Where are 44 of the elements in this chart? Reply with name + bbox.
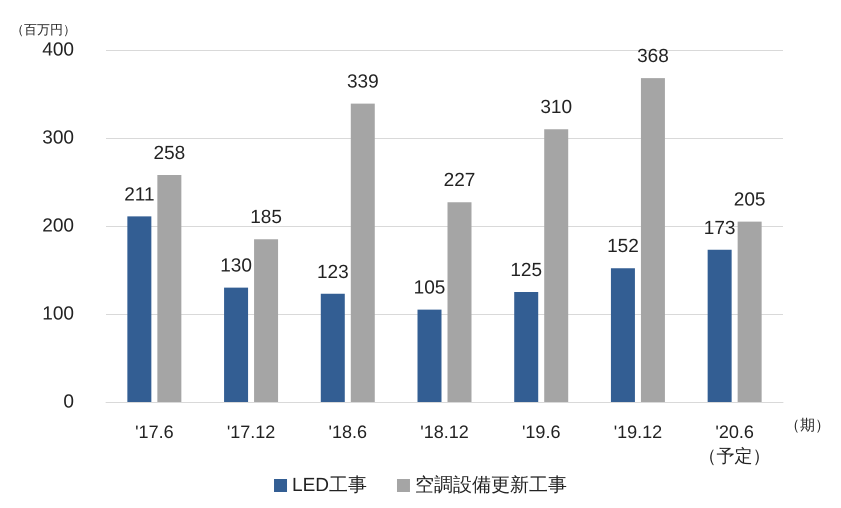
x-axis-title: （期）: [785, 417, 830, 434]
data-label: 205: [734, 190, 766, 211]
x-tick-label: '19.12: [614, 422, 662, 442]
legend-label: 空調設備更新工事: [414, 474, 567, 496]
x-tick-label: '19.6: [522, 422, 560, 442]
x-tick-label: '18.12: [420, 422, 469, 442]
y-tick-label: 100: [42, 304, 74, 324]
bar: [708, 250, 732, 402]
bar: [448, 202, 472, 402]
data-label: 368: [637, 46, 669, 68]
bar: [224, 288, 248, 402]
data-label: 105: [414, 278, 446, 299]
data-label: 152: [607, 236, 639, 258]
bar: [738, 222, 762, 402]
bar: [320, 294, 345, 402]
bar: [127, 216, 152, 402]
x-tick-label: '20.6 （予定）: [698, 422, 771, 466]
bar: [610, 268, 635, 402]
y-tick-label: 300: [42, 128, 74, 148]
data-label: 130: [220, 256, 252, 277]
y-tick-label: 400: [42, 40, 74, 60]
data-label: 185: [250, 207, 282, 228]
bar: [254, 239, 278, 402]
bar: [514, 292, 538, 402]
bar: [418, 310, 442, 402]
x-tick-label: '17.12: [226, 422, 276, 442]
y-axis-title: （百万円）: [11, 22, 76, 37]
y-tick-label: 200: [42, 216, 74, 236]
x-tick-label: '17.6: [135, 422, 174, 442]
bar: [157, 174, 182, 402]
data-label: 125: [510, 260, 542, 281]
data-label: 339: [346, 72, 379, 93]
legend-label: LED工事: [292, 475, 367, 496]
data-label: 227: [444, 170, 476, 192]
x-tick-label: '18.6: [328, 422, 368, 442]
bar: [350, 104, 375, 402]
bar: [640, 78, 665, 402]
y-tick-label: 0: [63, 392, 74, 412]
data-label: 123: [316, 262, 349, 283]
data-label: 211: [124, 184, 155, 206]
data-label: 258: [154, 142, 186, 164]
data-label: 310: [540, 97, 572, 118]
data-label: 173: [704, 218, 736, 239]
bar: [544, 129, 568, 402]
